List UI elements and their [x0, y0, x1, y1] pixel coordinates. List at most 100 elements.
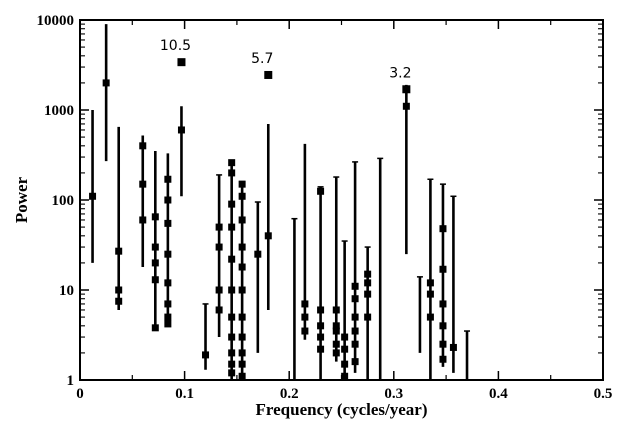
- error-bar-group: [254, 202, 261, 353]
- x-tick-label: 0.1: [175, 386, 194, 402]
- y-axis-label: Power: [12, 176, 31, 223]
- data-point: [152, 213, 159, 220]
- data-point: [341, 346, 348, 353]
- error-bar-group: [301, 144, 308, 340]
- data-point: [239, 334, 246, 341]
- data-point: [341, 373, 348, 380]
- error-bar-group: [464, 331, 470, 380]
- error-bar-group: [333, 177, 340, 362]
- data-point: [115, 298, 122, 305]
- error-bar-group: [115, 127, 122, 310]
- data-point: [239, 264, 246, 271]
- error-bar-group: [139, 136, 146, 267]
- data-point: [364, 314, 371, 321]
- data-point: [239, 373, 246, 380]
- data-point: [352, 283, 359, 290]
- data-point: [427, 314, 434, 321]
- x-tick-label: 0.4: [489, 386, 508, 402]
- data-point: [317, 334, 324, 341]
- error-bar-group: [427, 179, 434, 380]
- data-point: [228, 256, 235, 263]
- error-bar-group: [352, 162, 359, 373]
- data-point: [164, 320, 171, 327]
- error-bar-group: [377, 158, 383, 380]
- error-bar-group: [164, 153, 171, 327]
- y-tick-label: 100: [52, 193, 75, 209]
- data-point: [254, 251, 261, 258]
- data-point: [317, 346, 324, 353]
- data-point: [352, 328, 359, 335]
- data-point: [352, 314, 359, 321]
- data-point: [103, 79, 110, 86]
- data-point: [439, 266, 446, 273]
- data-point: [164, 220, 171, 227]
- data-point: [152, 324, 159, 331]
- data-point: [228, 287, 235, 294]
- error-bar-group: [265, 124, 272, 310]
- data-point: [341, 334, 348, 341]
- data-point: [152, 276, 159, 283]
- x-axis-label: Frequency (cycles/year): [256, 400, 428, 419]
- data-point: [439, 322, 446, 329]
- data-point: [216, 287, 223, 294]
- peak-label: 10.5: [160, 38, 191, 54]
- data-point: [239, 193, 246, 200]
- data-point: [439, 300, 446, 307]
- data-point: [164, 176, 171, 183]
- error-bar-group: [341, 241, 348, 380]
- data-point: [152, 244, 159, 251]
- y-tick-label: 10: [59, 283, 74, 299]
- data-point: [439, 341, 446, 348]
- data-point: [333, 328, 340, 335]
- data-point: [115, 287, 122, 294]
- x-tick-label: 0: [76, 386, 84, 402]
- data-point: [427, 291, 434, 298]
- data-point: [228, 361, 235, 368]
- y-tick-label: 10000: [37, 13, 75, 29]
- data-point: [450, 344, 457, 351]
- error-bar-group: [202, 304, 209, 370]
- data-point: [364, 291, 371, 298]
- data-point: [439, 225, 446, 232]
- data-point: [164, 279, 171, 286]
- data-point: [228, 159, 235, 166]
- y-tick-label: 1: [67, 373, 75, 389]
- data-point: [164, 300, 171, 307]
- data-point: [317, 188, 324, 195]
- peak-point: [264, 71, 272, 79]
- data-point: [228, 201, 235, 208]
- data-point: [216, 224, 223, 231]
- data-point: [216, 244, 223, 251]
- data-point: [239, 216, 246, 223]
- plot-marks: 10.5 5.7 3.2: [89, 24, 470, 380]
- data-point: [152, 259, 159, 266]
- error-bar-group: [152, 151, 159, 331]
- error-bar-group: [439, 184, 446, 367]
- error-bar-group: [417, 277, 423, 353]
- peak-point: [402, 85, 410, 93]
- tick-labels: 0 0.1 0.2 0.3 0.4 0.5 1 10 100 1000 10000: [37, 13, 613, 402]
- data-point: [139, 142, 146, 149]
- error-bar-group: [403, 85, 410, 254]
- error-bar-group: [239, 181, 246, 380]
- y-tick-label: 1000: [44, 103, 74, 119]
- data-point: [301, 300, 308, 307]
- error-bar-group: [89, 110, 96, 263]
- data-point: [239, 361, 246, 368]
- data-point: [139, 216, 146, 223]
- error-bar-group: [228, 159, 235, 380]
- data-point: [164, 251, 171, 258]
- data-point: [352, 358, 359, 365]
- data-point: [178, 126, 185, 133]
- data-point: [239, 287, 246, 294]
- data-point: [352, 341, 359, 348]
- data-point: [228, 169, 235, 176]
- data-point: [89, 193, 96, 200]
- data-point: [239, 244, 246, 251]
- data-point: [228, 224, 235, 231]
- data-point: [202, 351, 209, 358]
- data-point: [364, 279, 371, 286]
- data-point: [164, 197, 171, 204]
- error-bar-group: [178, 106, 185, 196]
